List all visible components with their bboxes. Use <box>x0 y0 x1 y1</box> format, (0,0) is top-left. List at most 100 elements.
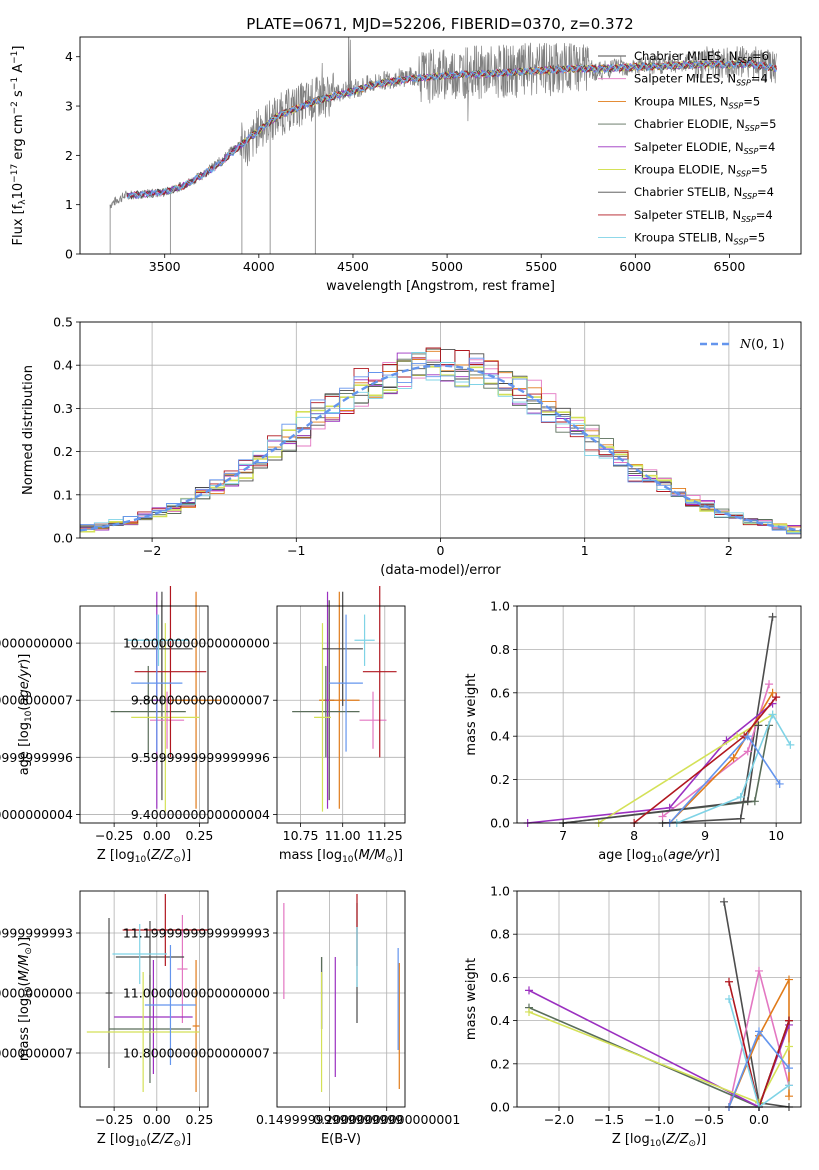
mw-point-marker <box>525 986 533 995</box>
legend-label-3: Chabrier ELODIE, NSSP=5 <box>634 117 776 133</box>
mass-vs-Z-chart: −0.25 0.00 0.25 10.8000000000000007 11.00000… <box>0 890 214 1149</box>
x-tick-label: 11.00 <box>325 828 361 843</box>
axes-frame <box>516 605 802 824</box>
x-tick-label: 9 <box>701 828 709 843</box>
x-tick-label: 10.75 <box>283 828 319 843</box>
y-tick-label: 0.4 <box>490 729 510 744</box>
figure-title: PLATE=0671, MJD=52206, FIBERID=0370, z=0… <box>246 15 633 33</box>
mw-point-marker <box>785 975 793 984</box>
mw-point-marker <box>785 1092 793 1101</box>
x-tick-label: −1.0 <box>644 1112 674 1127</box>
axes-frame <box>276 890 406 1108</box>
mw-point-marker <box>755 1027 763 1036</box>
x-tick-label: 8 <box>630 828 638 843</box>
x-axis-label: Z [log10(Z/Z⊙)] <box>97 1132 191 1149</box>
x-tick-label: −2.0 <box>544 1112 574 1127</box>
x-tick-label: 3500 <box>149 259 181 274</box>
spectrum-chart: 3500 4000 4500 5000 5500 6000 6500 0 1 2 3 4 wavelen… <box>10 36 802 294</box>
y-tick-label: 0 <box>65 247 73 262</box>
hist-series-8 <box>80 352 801 534</box>
mw-point-marker <box>785 1042 793 1051</box>
mw-point-marker <box>755 966 763 975</box>
y-tick-label: 9.5999999999999996 <box>131 750 270 765</box>
x-axis-label: E(B-V) <box>321 1132 361 1147</box>
x-tick-label: −0.25 <box>95 828 133 843</box>
y-tick-label: 0.4 <box>490 1013 510 1028</box>
hist-series-9 <box>80 357 801 535</box>
mw-point-marker <box>720 897 728 906</box>
y-tick-label: 0.0 <box>53 531 73 546</box>
mw-point-marker <box>754 721 763 730</box>
x-axis-label: Z [log10(Z/Z⊙)] <box>612 1132 706 1149</box>
legend-label-5: Kroupa ELODIE, NSSP=5 <box>634 163 768 179</box>
y-axis-label: mass [log10(M/M⊙)] <box>17 937 34 1061</box>
y-tick-label: 9.4000000000000004 <box>0 807 73 822</box>
mw-point-marker <box>750 797 759 806</box>
y-tick-label: 0.2 <box>490 772 510 787</box>
mw-point-marker <box>733 732 742 741</box>
x-tick-label: −0.5 <box>694 1112 724 1127</box>
mw-point-marker <box>765 680 774 689</box>
axes-frame <box>79 605 209 824</box>
mw-point-marker <box>736 814 745 823</box>
y-tick-label: 0.2 <box>53 444 73 459</box>
y-tick-label: 0.8 <box>490 927 510 942</box>
x-tick-label: 0.14999999999999999 <box>256 1112 403 1127</box>
y-tick-label: 1.0 <box>490 599 510 614</box>
legend-label-1: Salpeter MILES, NSSP=4 <box>634 72 768 88</box>
y-axis-label: age [log10(age/yr)] <box>17 654 34 776</box>
mw-point-marker <box>743 747 752 756</box>
mw-point-marker <box>786 740 795 749</box>
y-axis-label: mass weight <box>464 673 479 755</box>
y-tick-label: 11.0000000000000000 <box>0 986 73 1001</box>
x-tick-label: 1 <box>581 543 589 558</box>
x-tick-label: 5500 <box>525 259 557 274</box>
y-tick-label: 9.5999999999999996 <box>0 750 73 765</box>
axes-frame <box>79 36 802 255</box>
x-tick-label: 4500 <box>337 259 369 274</box>
y-tick-label: 1.0 <box>490 884 510 899</box>
y-tick-label: 3 <box>65 99 73 114</box>
mw-point-marker <box>725 995 733 1003</box>
x-tick-label: 0.00 <box>143 828 171 843</box>
x-tick-label: 10 <box>768 828 784 843</box>
mw-point-marker <box>729 753 738 762</box>
legend-label-0: Chabrier MILES, NSSP=6 <box>634 49 769 65</box>
y-axis-label: Normed distribution <box>21 365 36 495</box>
x-tick-label: 11.25 <box>367 828 403 843</box>
x-axis-label: wavelength [Angstrom, rest frame] <box>326 279 555 294</box>
y-tick-label: 0.2 <box>490 1056 510 1071</box>
normal-curve <box>80 364 801 532</box>
y-tick-label: 9.8000000000000007 <box>131 693 270 708</box>
mw-point-marker <box>785 1016 793 1025</box>
legend-label-8: Kroupa STELIB, NSSP=5 <box>634 231 765 247</box>
x-tick-label: 0.25 <box>186 1112 214 1127</box>
y-tick-label: 0.0 <box>490 816 510 831</box>
x-tick-label: 6000 <box>619 259 651 274</box>
x-tick-label: −2 <box>143 543 161 558</box>
mw-point-marker <box>775 779 784 788</box>
legend-label-7: Salpeter STELIB, NSSP=4 <box>634 208 773 224</box>
y-tick-label: 0.3 <box>53 401 73 416</box>
mw-point-marker <box>772 693 781 702</box>
x-tick-label: 4000 <box>243 259 275 274</box>
y-tick-label: 9.4000000000000004 <box>131 807 270 822</box>
y-tick-label: 9.8000000000000007 <box>0 693 73 708</box>
y-tick-label: 0.4 <box>53 358 73 373</box>
y-axis-label: Flux [fλ10−17 erg cm−2 s−1 A−1] <box>10 46 28 246</box>
y-tick-label: 10.0000000000000000 <box>0 636 73 651</box>
mw-point-marker <box>743 732 752 741</box>
y-tick-label: 0.1 <box>53 487 73 502</box>
massweight-vs-age-chart: 7 8 9 10 0.0 0.2 0.4 0.6 0.8 1.0 mass weight age [l… <box>464 599 802 865</box>
x-tick-label: 0.0 <box>749 1112 769 1127</box>
spectrum-legend: Chabrier MILES, NSSP=6 Salpeter MILES, NS… <box>598 49 776 247</box>
x-tick-label: −1 <box>287 543 305 558</box>
y-tick-label: 10.8000000000000007 <box>0 1046 73 1061</box>
age-vs-Z-chart: −0.25 0.00 0.25 9.4000000000000004 9.5999999… <box>0 586 222 865</box>
y-tick-label: 0.6 <box>490 970 510 985</box>
legend-label-4: Salpeter ELODIE, NSSP=4 <box>634 140 775 156</box>
y-tick-label: 10.0000000000000000 <box>123 636 270 651</box>
x-tick-label: −1.5 <box>594 1112 624 1127</box>
